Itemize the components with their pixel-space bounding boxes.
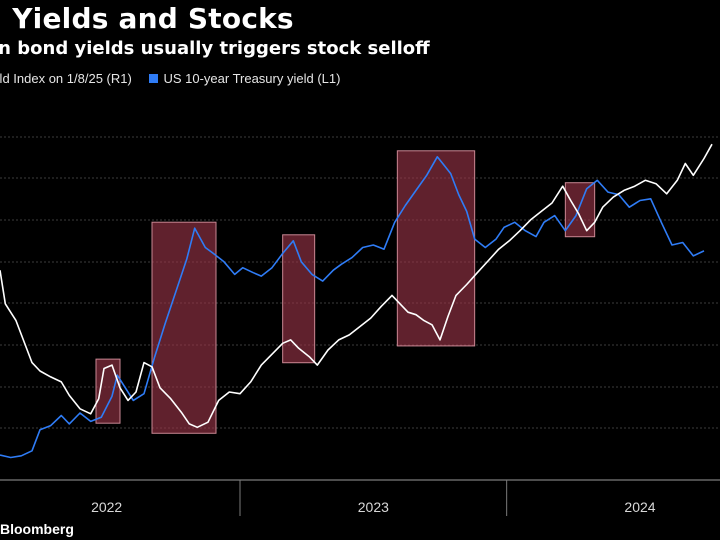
highlight-box-4 xyxy=(564,182,596,238)
highlight-periods xyxy=(95,150,596,434)
legend-item-world-index: orld Index on 1/8/25 (R1) xyxy=(0,71,132,86)
chart-title: d Yields and Stocks xyxy=(0,2,294,35)
world-index-line xyxy=(0,143,713,429)
legend-world-index-label: orld Index on 1/8/25 (R1) xyxy=(0,71,132,86)
x-axis: 2022 2023 2024 xyxy=(0,479,720,516)
highlight-box-3 xyxy=(396,150,476,347)
highlight-box-1 xyxy=(151,221,217,434)
legend-treasury-yield-label: US 10-year Treasury yield (L1) xyxy=(163,71,341,86)
x-tick-label-2023: 2023 xyxy=(358,499,389,515)
chart-grid xyxy=(0,136,720,429)
legend: orld Index on 1/8/25 (R1) US 10-year Tre… xyxy=(0,71,340,86)
x-tick-label-2022: 2022 xyxy=(91,499,122,515)
source-label: Bloomberg xyxy=(0,521,74,537)
series-lines xyxy=(0,143,713,459)
legend-item-treasury-yield: US 10-year Treasury yield (L1) xyxy=(135,71,340,86)
x-tick-label-2024: 2024 xyxy=(624,499,655,515)
legend-swatch-treasury-yield xyxy=(149,74,159,83)
chart-subtitle: in bond yields usually triggers stock se… xyxy=(0,38,430,59)
